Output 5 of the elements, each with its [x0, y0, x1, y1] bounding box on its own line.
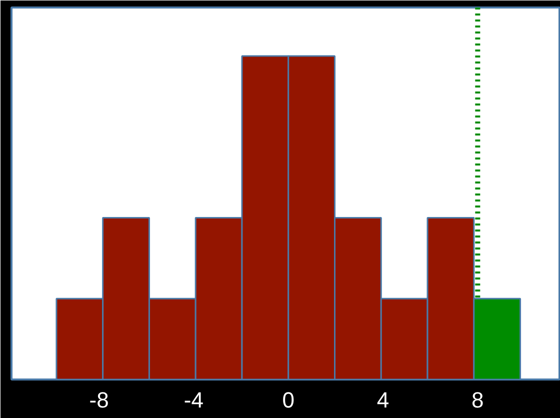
x-tick-label: -4 — [184, 388, 204, 412]
x-tick-label: 8 — [472, 388, 484, 412]
x-tick-label: 4 — [376, 388, 390, 412]
x-tick-label: -8 — [89, 388, 109, 412]
x-tick-label: 0 — [282, 388, 294, 412]
